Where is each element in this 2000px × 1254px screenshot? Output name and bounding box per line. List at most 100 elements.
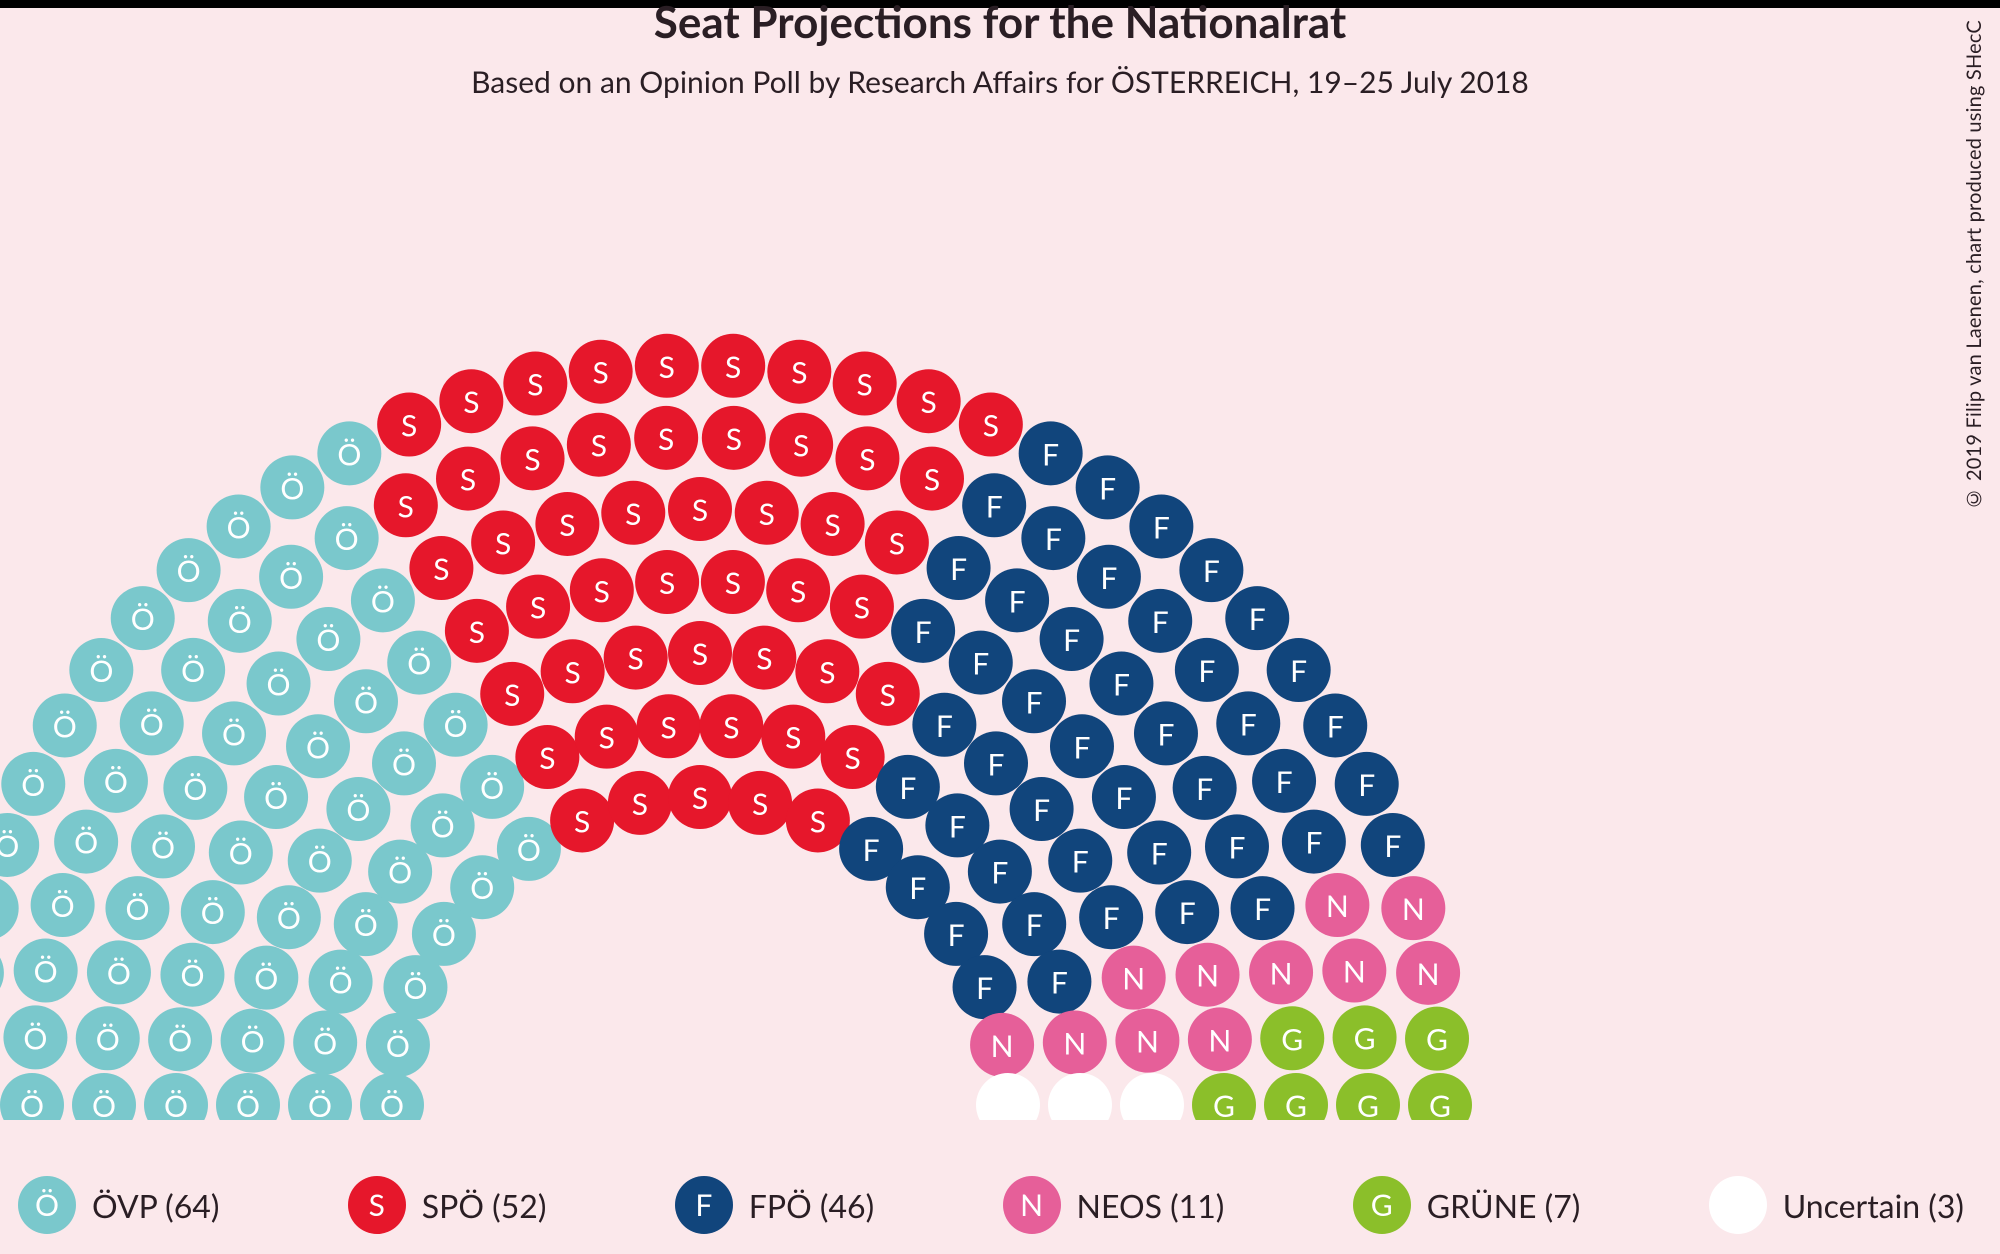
seat-label: Ö [0,828,19,864]
seat-label: S [632,786,648,822]
seat-label: S [659,349,675,385]
seat-label: Ö [151,829,175,865]
legend-item-unc: Uncertain (3) [1709,1176,1964,1234]
seat-label: F [1327,708,1344,744]
seat-label: S [857,367,873,403]
seat-label: F [972,646,989,682]
seat-label: S [527,367,543,403]
seat-label: F [1152,604,1169,640]
seat-label: F [976,970,993,1006]
seat-label: S [565,654,581,690]
seat-label: Ö [21,767,45,803]
seat-label: S [854,590,870,626]
seat-label: Ö [431,808,455,844]
seat-label: S [725,349,741,385]
seat-label: S [469,614,485,650]
seat-label: S [559,507,575,543]
seat-label: S [692,492,708,528]
seat-label: Ö [181,653,205,689]
seat-label: S [983,408,999,444]
seat-label: N [1063,1025,1086,1061]
seat-label: Ö [480,770,504,806]
seat-label: Ö [403,970,427,1006]
seat-label: G [1285,1088,1307,1120]
seat-label: N [1326,888,1349,924]
seat-label: S [924,462,940,498]
legend-swatch: Ö [18,1176,76,1234]
seat-label: Ö [201,895,225,931]
seat-label: S [692,780,708,816]
seat-label: S [810,803,826,839]
seat-label: S [921,384,937,420]
seat-label: S [844,740,860,776]
seat-label: N [1122,961,1145,997]
seat-label: N [991,1028,1014,1064]
seat-label: Ö [74,825,98,861]
seat-label: Ö [227,509,251,545]
seat-label: F [1063,622,1080,658]
seat-label: Ö [444,708,468,744]
seat-label: F [1033,792,1050,828]
seat-label: Ö [280,470,304,506]
seat-label: F [1042,436,1059,472]
seat-label: Ö [517,832,541,868]
seat-label: N [1208,1022,1231,1058]
seat-label: S [460,462,476,498]
seat-label: S [759,496,775,532]
legend-swatch: G [1353,1176,1411,1234]
seat-label: F [1100,560,1117,596]
seat-label: Ö [89,653,113,689]
seat-label: Ö [392,746,416,782]
seat-label: S [599,720,615,756]
seat-label: S [791,355,807,391]
seat-label: F [1026,684,1043,720]
seat-label: F [950,551,967,587]
seat-label: Ö [432,917,456,953]
seat-label: N [1196,958,1219,994]
legend-label: Uncertain (3) [1783,1186,1964,1225]
seat-label: F [1198,653,1215,689]
seat-label: S [625,496,641,532]
seat-label: F [1103,900,1120,936]
seat-label: S [819,654,835,690]
seat-label: G [1213,1088,1235,1120]
seat-label: F [863,832,880,868]
seat-unc [1120,1073,1184,1120]
seat-label: Ö [222,716,246,752]
legend-item-spo: SSPÖ (52) [348,1176,547,1234]
seat-label: Ö [180,958,204,994]
legend-label: GRÜNE (7) [1427,1186,1581,1225]
seat-label: N [1417,956,1440,992]
legend-swatch: S [348,1176,406,1234]
seat-label: N [1402,891,1425,927]
seat-unc [1048,1073,1112,1120]
seat-label: Ö [316,622,340,658]
seat-label: N [1343,954,1366,990]
seat-label: Ö [346,792,370,828]
seat-label: S [628,641,644,677]
legend-swatch: N [1003,1176,1061,1234]
seat-label: F [991,855,1008,891]
seat-label: Ö [107,955,131,991]
seat-label: S [793,428,809,464]
seat-label: Ö [228,604,252,640]
seat-label: Ö [183,771,207,807]
legend-item-grune: G GRÜNE (7) [1353,1176,1581,1234]
seat-label: S [495,525,511,561]
seat-label: Ö [354,907,378,943]
seat-label: Ö [267,667,291,703]
seat-label: Ö [308,1088,332,1120]
seat-label: Ö [407,646,431,682]
seat-label: S [574,803,590,839]
seat-label: S [463,384,479,420]
seat-label: Ö [308,844,332,880]
seat-label: F [1196,771,1213,807]
seat-label: Ö [306,729,330,765]
seat-label: F [1249,601,1266,637]
seat-label: F [1113,667,1130,703]
seat-label: F [1203,553,1220,589]
seat-label: F [1384,828,1401,864]
seat-label: S [504,677,520,713]
seat-label: F [1276,764,1293,800]
seat-label: G [1357,1088,1379,1120]
